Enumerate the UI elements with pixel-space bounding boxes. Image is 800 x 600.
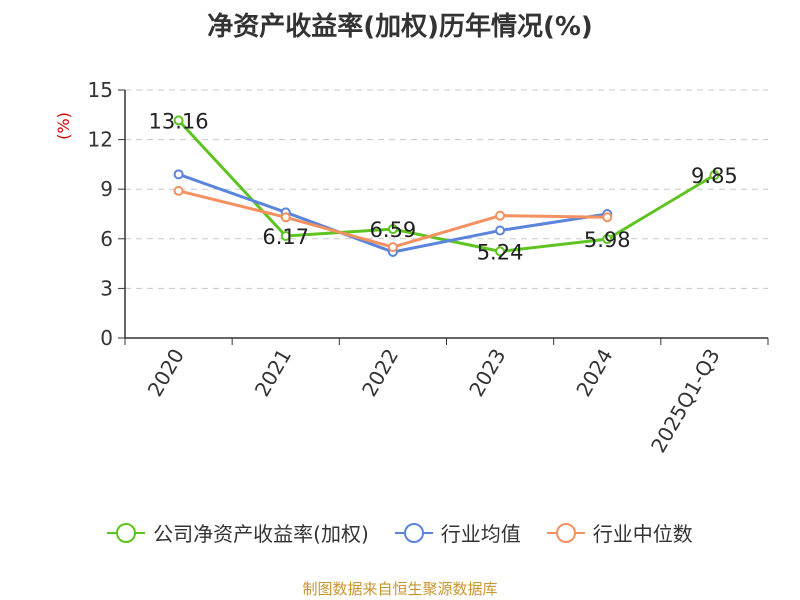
data-point[interactable] <box>173 169 184 180</box>
data-point[interactable] <box>173 115 184 126</box>
data-label: 5.24 <box>477 240 524 264</box>
data-point[interactable] <box>495 210 506 221</box>
data-point[interactable] <box>280 212 291 223</box>
x-tick-label: 2023 <box>464 345 510 401</box>
y-tick-label: 0 <box>100 326 113 350</box>
y-tick-label: 12 <box>88 128 113 152</box>
x-tick-label: 2020 <box>143 345 189 401</box>
legend-item-industry-mean[interactable]: 行业均值 <box>394 518 521 547</box>
y-tick-label: 9 <box>100 177 113 201</box>
legend-label-industry-median: 行业中位数 <box>592 522 693 546</box>
data-label: 5.98 <box>584 228 631 252</box>
data-point[interactable] <box>280 230 291 241</box>
data-label: 6.59 <box>370 218 417 242</box>
y-tick-label: 3 <box>100 276 113 300</box>
data-point[interactable] <box>495 246 506 257</box>
data-point[interactable] <box>602 234 613 245</box>
x-tick-label: 2022 <box>357 345 403 401</box>
x-tick-label: 2021 <box>250 345 296 401</box>
x-tick-label: 2024 <box>571 345 617 401</box>
legend-marker-company <box>107 522 146 544</box>
chart-title: 净资产收益率(加权)历年情况(%) <box>207 12 593 42</box>
data-point[interactable] <box>709 170 720 181</box>
data-point[interactable] <box>495 225 506 236</box>
data-label: 13.16 <box>149 109 209 133</box>
legend-item-company[interactable]: 公司净资产收益率(加权) <box>107 518 369 547</box>
legend-marker-industry-mean <box>394 522 433 544</box>
chart-legend: 公司净资产收益率(加权) 行业均值 行业中位数 <box>0 518 800 547</box>
legend-item-industry-median[interactable]: 行业中位数 <box>546 518 693 547</box>
y-tick-label: 6 <box>100 227 113 251</box>
y-tick-label: 15 <box>88 78 113 102</box>
x-tick-label: 2025Q1-Q3 <box>646 345 725 457</box>
legend-marker-industry-median <box>546 522 585 544</box>
data-point[interactable] <box>387 242 398 253</box>
data-label: 9.85 <box>691 164 738 188</box>
data-label: 6.17 <box>262 225 309 249</box>
data-point[interactable] <box>173 185 184 196</box>
legend-label-company: 公司净资产收益率(加权) <box>153 522 369 546</box>
data-point[interactable] <box>387 224 398 235</box>
source-note: 制图数据来自恒生聚源数据库 <box>302 580 498 598</box>
y-axis-title: (%) <box>54 112 73 140</box>
legend-label-industry-mean: 行业均值 <box>440 522 521 546</box>
data-point[interactable] <box>602 212 613 223</box>
